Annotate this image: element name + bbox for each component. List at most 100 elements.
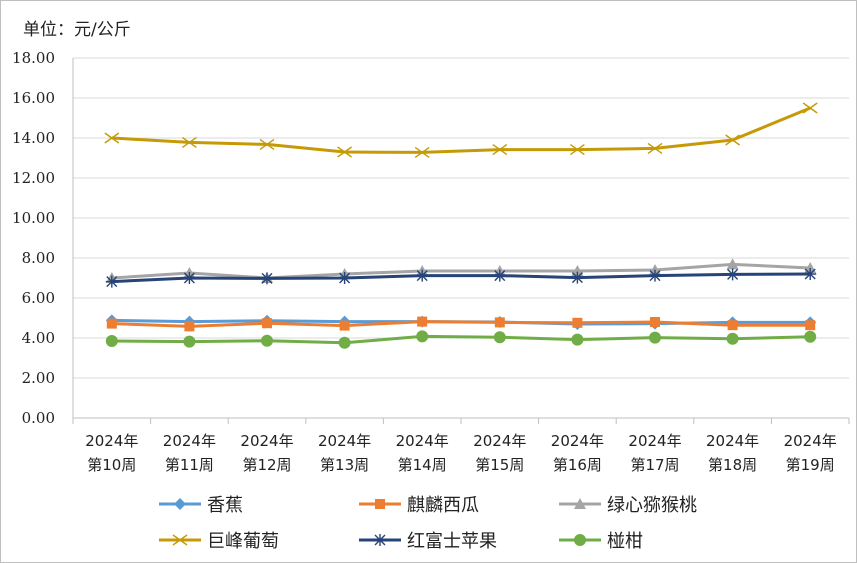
data-point <box>416 269 429 282</box>
x-tick-label: 第17周 <box>630 456 679 474</box>
series-line <box>111 272 811 284</box>
data-point <box>181 136 197 148</box>
data-point <box>726 268 739 281</box>
y-tick-label: 18.00 <box>12 49 55 67</box>
data-point <box>183 272 196 284</box>
x-tick-label: 2024年 <box>163 432 216 450</box>
data-point <box>261 272 273 285</box>
data-point <box>259 138 275 150</box>
data-point <box>106 318 117 329</box>
data-point <box>726 332 739 345</box>
data-point <box>650 317 660 327</box>
y-tick-label: 4.00 <box>22 329 55 347</box>
data-point <box>174 498 186 510</box>
x-tick-label: 2024年 <box>396 432 449 450</box>
data-point <box>416 330 429 343</box>
y-tick-label: 16.00 <box>12 89 55 107</box>
data-point <box>262 318 272 329</box>
x-tick-label: 第12周 <box>242 456 291 474</box>
data-point <box>338 336 351 349</box>
legend-label: 麒麟西瓜 <box>407 495 479 516</box>
data-point <box>105 275 118 288</box>
data-point <box>417 316 428 327</box>
legend-item: 绿心猕猴桃 <box>559 495 697 516</box>
legend-label: 红富士苹果 <box>407 531 497 552</box>
data-point <box>339 320 350 331</box>
data-point <box>574 498 586 509</box>
series-line <box>111 262 811 280</box>
x-tick-label: 第14周 <box>398 456 447 474</box>
data-point <box>414 146 430 158</box>
x-tick-label: 第15周 <box>475 456 524 474</box>
y-axis-ticks: 0.00 2.00 4.00 6.00 8.00 10.00 12.00 14.00 16.00… <box>12 49 55 427</box>
x-tick-label: 2024年 <box>318 432 371 450</box>
x-tick-label: 2024年 <box>551 432 604 450</box>
legend-label: 绿心猕猴桃 <box>607 495 697 516</box>
series <box>106 316 816 332</box>
legend-item: 椪柑 <box>559 531 643 552</box>
y-tick-label: 6.00 <box>22 289 55 307</box>
data-point <box>493 331 506 344</box>
series-line <box>111 334 811 345</box>
y-tick-label: 14.00 <box>12 129 55 147</box>
legend-item: 巨峰葡萄 <box>159 531 279 552</box>
x-tick-label: 第19周 <box>786 456 835 474</box>
y-tick-label: 10.00 <box>12 209 55 227</box>
legend-item: 香蕉 <box>159 495 243 516</box>
y-tick-label: 12.00 <box>12 169 55 187</box>
data-point <box>569 144 585 156</box>
x-tick-label: 2024年 <box>473 432 526 450</box>
data-point <box>184 321 195 332</box>
data-point <box>374 534 386 546</box>
x-tick-label: 第10周 <box>87 456 136 474</box>
data-point <box>571 333 584 346</box>
legend-label: 香蕉 <box>207 495 243 516</box>
legend-label: 巨峰葡萄 <box>207 531 279 552</box>
series <box>105 330 817 349</box>
legend-label: 椪柑 <box>607 531 643 552</box>
data-point <box>804 330 817 343</box>
data-point <box>571 265 584 276</box>
legend-item: 麒麟西瓜 <box>359 495 479 516</box>
data-point <box>725 134 741 146</box>
gridlines <box>72 57 849 419</box>
x-tick-label: 2024年 <box>628 432 681 450</box>
data-point <box>375 499 385 509</box>
data-point <box>493 269 506 282</box>
data-point <box>726 258 739 270</box>
legend-item: 红富士苹果 <box>359 531 497 552</box>
series-line <box>111 106 811 154</box>
x-tick-label: 第18周 <box>708 456 757 474</box>
data-point <box>572 317 583 328</box>
data-point <box>805 320 816 331</box>
data-point <box>105 335 118 347</box>
series <box>105 268 817 288</box>
data-point <box>183 335 196 348</box>
data-point <box>574 534 586 546</box>
data-point <box>172 534 188 546</box>
data-point <box>338 272 351 284</box>
data-point <box>337 146 353 158</box>
series-layer <box>104 102 818 349</box>
x-tick-label: 2024年 <box>240 432 293 450</box>
x-tick-label: 2024年 <box>784 432 837 450</box>
x-tick-label: 第11周 <box>165 456 214 474</box>
x-tick-label: 第16周 <box>553 456 602 474</box>
data-point <box>649 331 661 344</box>
data-point <box>571 271 584 284</box>
y-tick-label: 8.00 <box>22 249 55 267</box>
series-line <box>111 320 811 328</box>
data-point <box>494 317 505 328</box>
data-point <box>104 132 120 144</box>
data-point <box>261 334 273 347</box>
series <box>104 102 818 158</box>
data-point <box>727 320 738 331</box>
y-tick-label: 0.00 <box>22 409 55 427</box>
unit-label: 单位：元/公斤 <box>23 20 131 40</box>
data-point <box>804 268 817 280</box>
data-point <box>647 142 663 154</box>
